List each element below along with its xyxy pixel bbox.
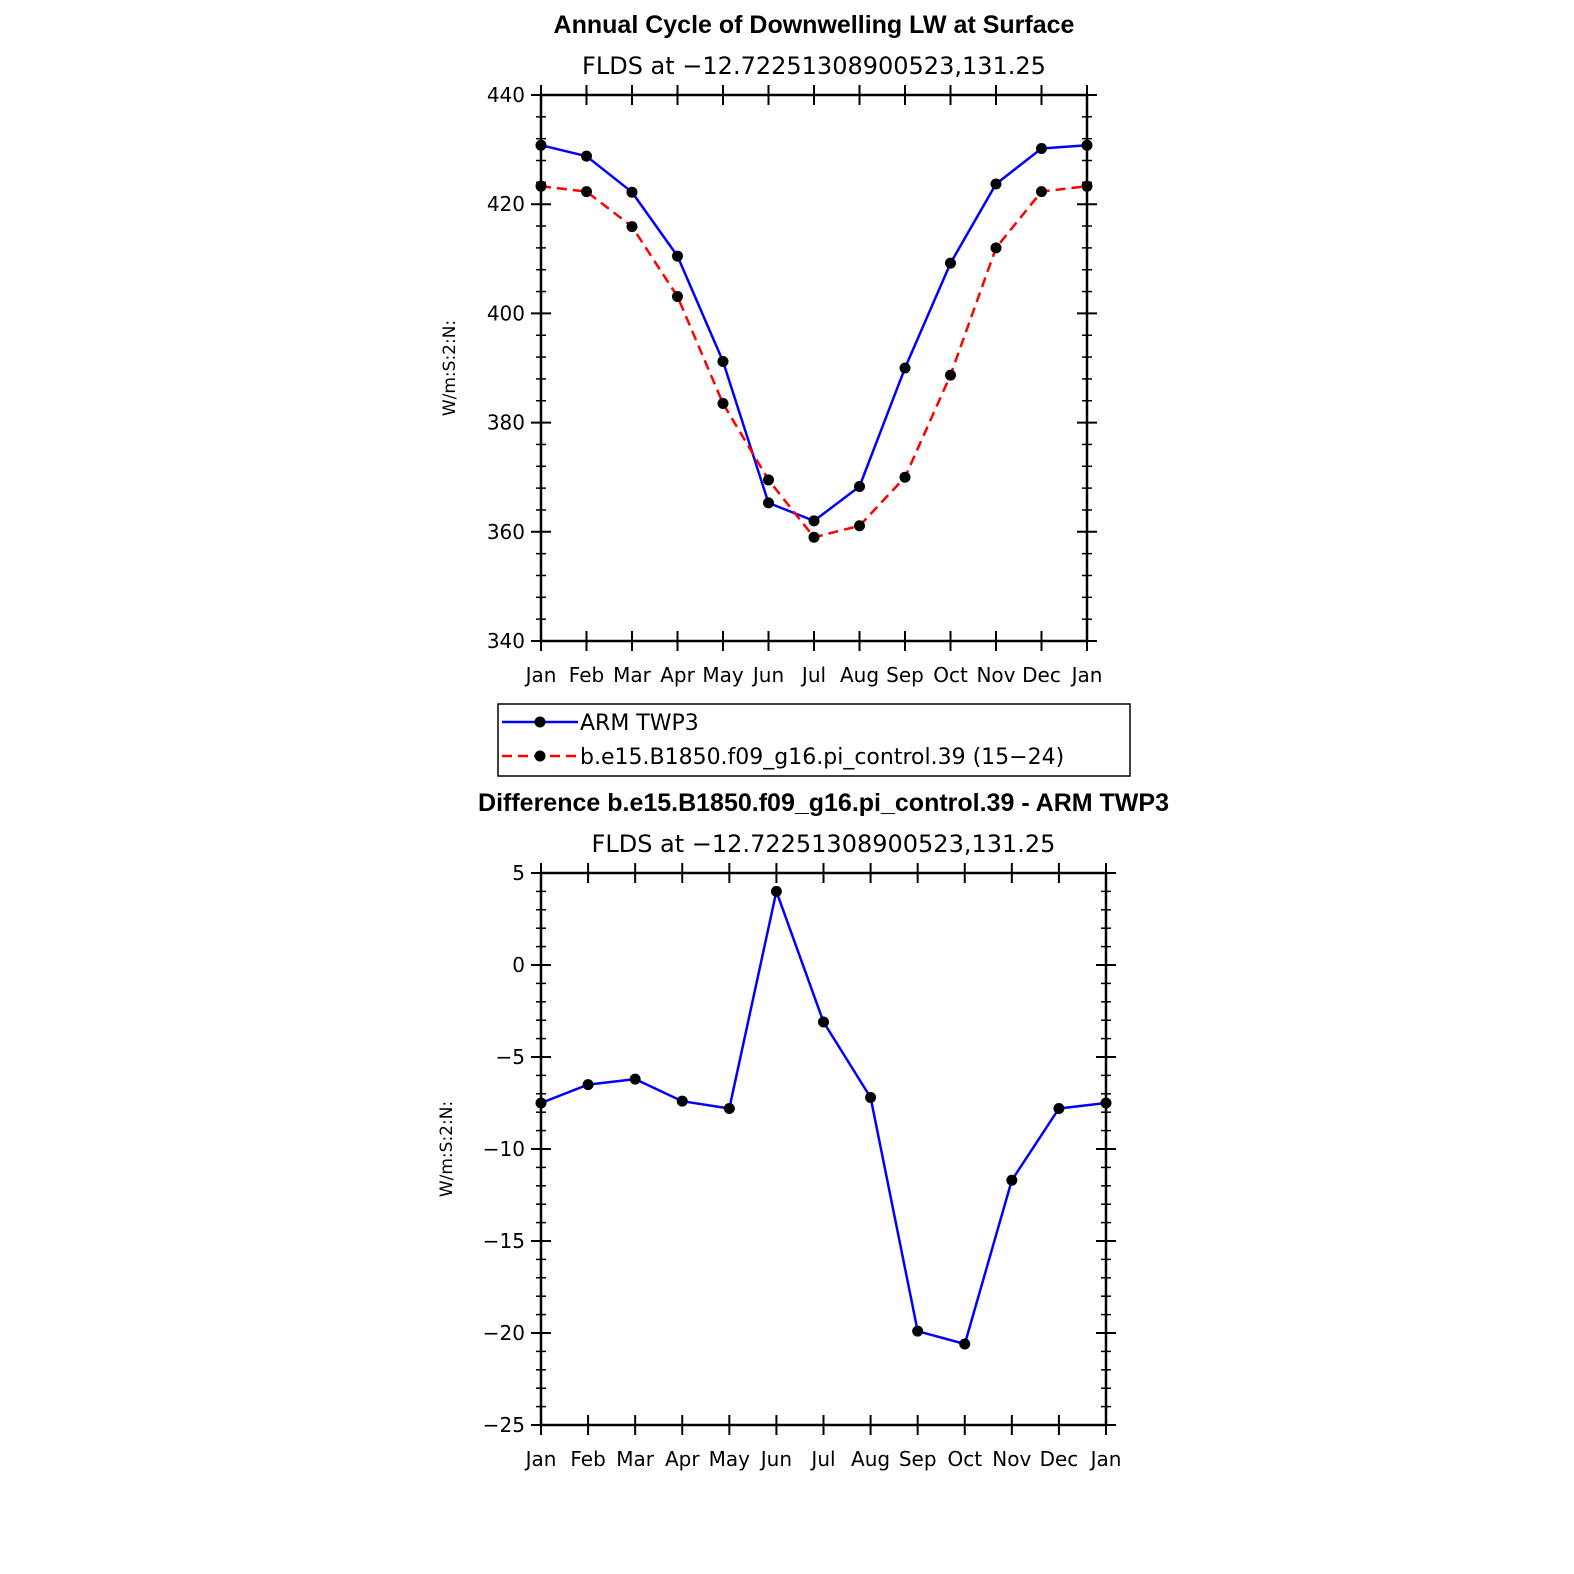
legend-label-1: b.e15.B1850.f09_g16.pi_control.39 (15−24… xyxy=(580,745,1064,770)
legend-marker-0 xyxy=(534,716,546,728)
x-tick-label: Feb xyxy=(569,663,604,687)
x-tick-label: Oct xyxy=(933,663,968,687)
series-0-point xyxy=(899,362,911,374)
x-tick-label: Aug xyxy=(840,663,879,687)
series-0-point xyxy=(1036,143,1047,155)
y-tick-label: −25 xyxy=(483,1413,525,1437)
y-tick-label: 400 xyxy=(487,301,525,325)
series-1-point xyxy=(808,531,820,543)
series-0-point xyxy=(1081,139,1093,151)
series-1-point xyxy=(626,221,638,233)
y-tick-label: 420 xyxy=(487,192,525,216)
x-tick-label: Jul xyxy=(809,1447,835,1471)
legend-label-0: ARM TWP3 xyxy=(580,711,699,736)
x-tick-label: Dec xyxy=(1040,1447,1079,1471)
series-1-point xyxy=(1036,186,1047,198)
x-tick-label: Jul xyxy=(800,663,826,687)
y-tick-label: 440 xyxy=(487,83,525,107)
chart-title: Annual Cycle of Downwelling LW at Surfac… xyxy=(554,11,1075,39)
series-1-point xyxy=(535,180,547,192)
legend-marker-1 xyxy=(534,750,546,762)
y-tick-label: −10 xyxy=(483,1137,525,1161)
series-0-point xyxy=(990,178,1002,190)
x-tick-label: Nov xyxy=(992,1447,1031,1471)
y-tick-label: −15 xyxy=(483,1229,525,1253)
series-0-point xyxy=(672,250,683,262)
y-tick-label: 5 xyxy=(512,861,525,885)
y-tick-label: −5 xyxy=(496,1045,525,1069)
series-1-point xyxy=(899,471,911,483)
series-0-point xyxy=(535,139,547,151)
x-tick-label: Jun xyxy=(751,663,784,687)
series-1-point xyxy=(581,186,592,198)
x-tick-label: Jan xyxy=(524,1447,557,1471)
chart-title: Difference b.e15.B1850.f09_g16.pi_contro… xyxy=(478,789,1169,817)
x-tick-label: Mar xyxy=(616,1447,655,1471)
chart-subtitle: FLDS at −12.72251308900523,131.25 xyxy=(592,830,1056,858)
x-tick-label: Nov xyxy=(976,663,1015,687)
y-tick-label: −20 xyxy=(483,1321,525,1345)
series-1-point xyxy=(945,369,956,381)
y-axis-label: W/m:S:2:N: xyxy=(437,1101,457,1197)
series-0-point xyxy=(626,186,638,198)
x-tick-label: Jan xyxy=(1089,1447,1122,1471)
series-0-point xyxy=(535,1097,547,1109)
annual-cycle-panel: Annual Cycle of Downwelling LW at Surfac… xyxy=(440,11,1102,687)
series-0-point xyxy=(676,1095,688,1107)
series-1-point xyxy=(1081,180,1093,192)
series-0-point xyxy=(770,885,782,897)
chart-subtitle: FLDS at −12.72251308900523,131.25 xyxy=(582,52,1046,80)
series-1-point xyxy=(672,290,683,302)
legend-box xyxy=(497,703,1131,777)
series-0-point xyxy=(581,150,592,162)
series-0-point xyxy=(763,497,774,509)
y-tick-label: 340 xyxy=(487,629,525,653)
x-tick-label: Sep xyxy=(899,1447,937,1471)
series-0-point xyxy=(717,355,729,367)
x-tick-label: May xyxy=(709,1447,751,1471)
series-0-point xyxy=(723,1103,735,1115)
x-tick-label: Jun xyxy=(759,1447,792,1471)
series-1-point xyxy=(990,242,1002,254)
x-tick-label: Sep xyxy=(886,663,924,687)
x-tick-label: Jan xyxy=(524,663,557,687)
legend: ARM TWP3 b.e15.B1850.f09_g16.pi_control.3… xyxy=(497,703,1131,777)
series-0-point xyxy=(808,515,820,527)
x-tick-label: Apr xyxy=(660,663,695,687)
series-0-point xyxy=(912,1325,924,1337)
y-tick-label: 360 xyxy=(487,520,525,544)
y-tick-label: 0 xyxy=(512,953,525,977)
series-1-point xyxy=(854,520,865,532)
series-0-point xyxy=(818,1016,829,1028)
series-0-point xyxy=(854,480,865,492)
x-tick-label: Oct xyxy=(947,1447,982,1471)
x-tick-label: Feb xyxy=(570,1447,605,1471)
series-0-point xyxy=(865,1091,877,1103)
y-tick-label: 380 xyxy=(487,411,525,435)
series-0-point xyxy=(1100,1097,1112,1109)
x-tick-label: Jan xyxy=(1070,663,1103,687)
x-tick-label: Aug xyxy=(851,1447,890,1471)
series-0-point xyxy=(582,1079,594,1091)
x-tick-label: Apr xyxy=(665,1447,700,1471)
series-0-point xyxy=(1006,1174,1018,1186)
series-1-point xyxy=(763,474,774,486)
y-axis-label: W/m:S:2:N: xyxy=(440,320,460,416)
series-0-point xyxy=(959,1338,971,1350)
series-1-point xyxy=(717,397,729,409)
series-0-point xyxy=(945,257,956,269)
x-tick-label: May xyxy=(702,663,744,687)
difference-panel: Difference b.e15.B1850.f09_g16.pi_contro… xyxy=(437,789,1169,1471)
x-tick-label: Dec xyxy=(1022,663,1061,687)
series-0-point xyxy=(629,1073,641,1085)
x-tick-label: Mar xyxy=(613,663,652,687)
series-0-point xyxy=(1053,1103,1065,1115)
